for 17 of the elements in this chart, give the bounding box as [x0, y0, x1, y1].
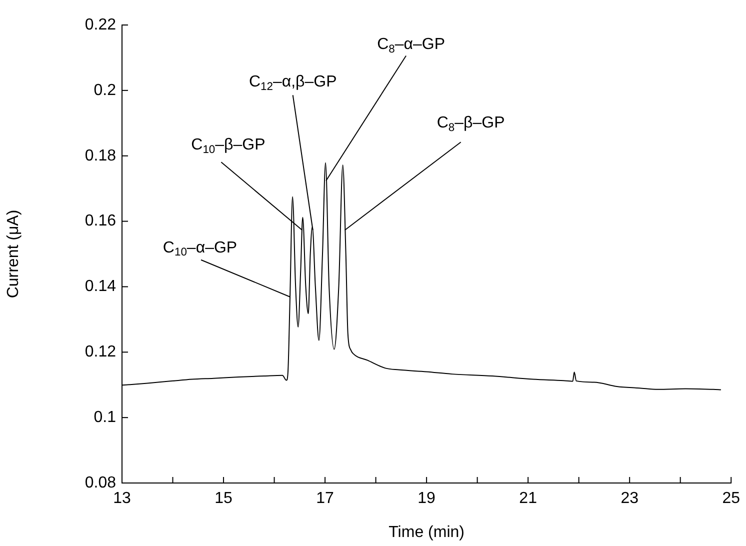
- y-tick-label: 0.2: [94, 82, 116, 99]
- x-tick-label: 21: [519, 490, 538, 508]
- x-tick-label: 19: [418, 490, 436, 508]
- y-axis-title: Current (μA): [5, 210, 22, 298]
- y-tick-label: 0.1: [94, 408, 116, 426]
- x-tick-label: 23: [620, 490, 639, 508]
- y-tick-label: 0.12: [84, 344, 116, 361]
- x-tick-label: 15: [214, 490, 233, 508]
- y-tick-label: 0.22: [84, 16, 116, 34]
- x-tick-label: 13: [113, 490, 131, 508]
- y-tick-label: 0.08: [84, 474, 116, 492]
- x-tick-label: 17: [316, 490, 334, 508]
- x-axis-title: Time (min): [388, 524, 464, 541]
- x-tick-label: 25: [722, 490, 740, 508]
- y-tick-label: 0.18: [84, 147, 116, 164]
- y-tick-label: 0.16: [84, 212, 116, 230]
- y-tick-label: 0.14: [84, 278, 116, 296]
